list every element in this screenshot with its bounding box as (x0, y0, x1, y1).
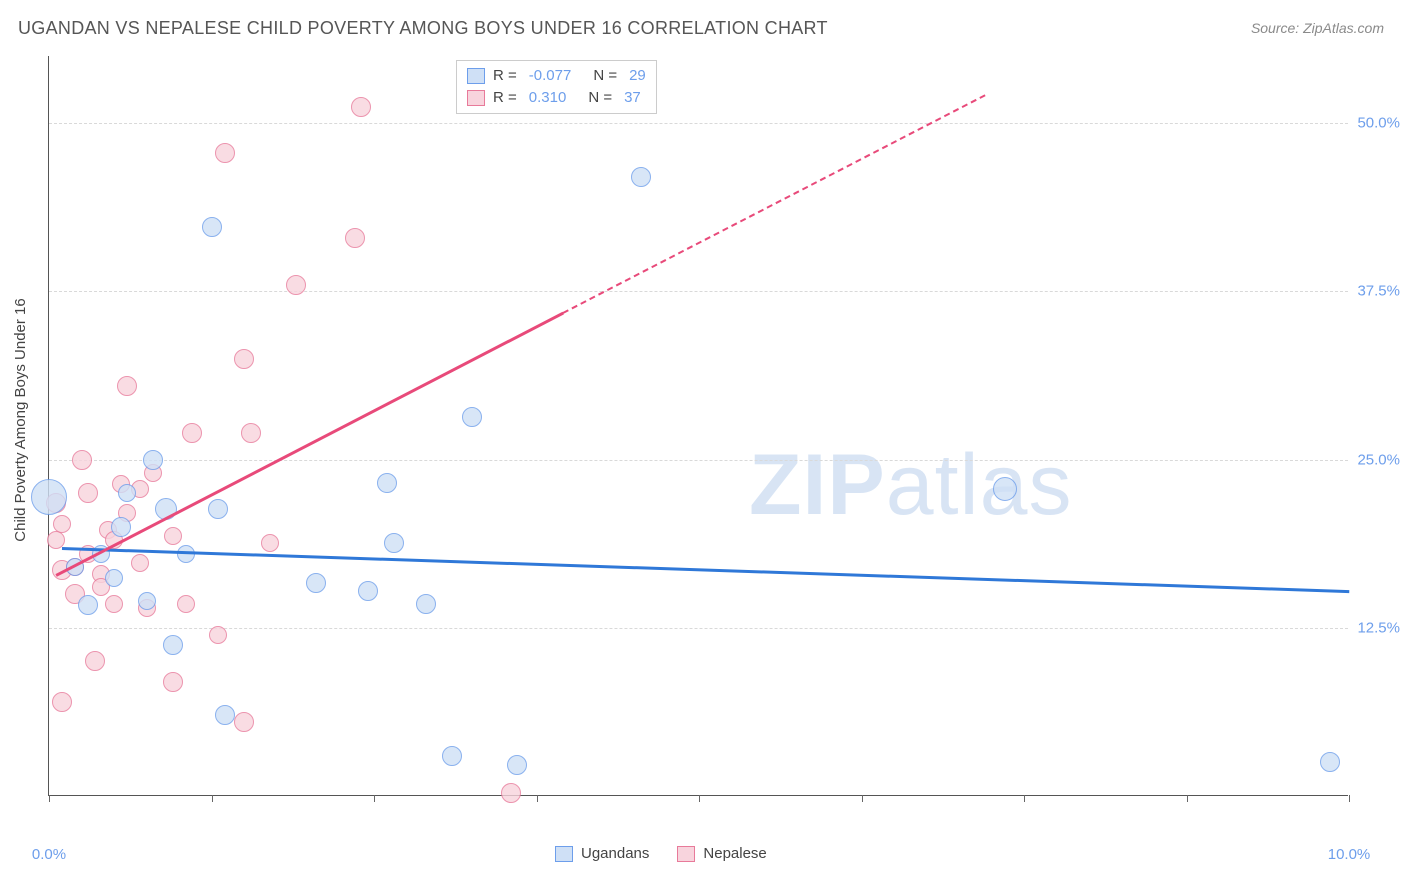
trend-line (55, 312, 563, 577)
x-tick (1187, 795, 1188, 802)
scatter-point (163, 672, 183, 692)
x-tick (1349, 795, 1350, 802)
scatter-point (416, 594, 436, 614)
y-tick-label: 25.0% (1357, 451, 1400, 468)
gridline (49, 628, 1348, 629)
scatter-point (501, 783, 521, 803)
legend-series: Ugandans Nepalese (555, 845, 767, 862)
scatter-point (208, 499, 228, 519)
scatter-point (164, 527, 182, 545)
scatter-point (111, 517, 131, 537)
scatter-point (131, 554, 149, 572)
x-tick (212, 795, 213, 802)
scatter-point (117, 376, 137, 396)
swatch-ugandans (467, 68, 485, 84)
source-label: Source: ZipAtlas.com (1251, 20, 1384, 36)
legend-stats: R = -0.077 N = 29 R = 0.310 N = 37 (456, 60, 657, 114)
scatter-point (53, 515, 71, 533)
trend-line (562, 94, 985, 314)
swatch-ugandans (555, 846, 573, 862)
scatter-point (138, 592, 156, 610)
swatch-nepalese (467, 90, 485, 106)
trend-line (62, 547, 1349, 593)
scatter-point (209, 626, 227, 644)
scatter-point (442, 746, 462, 766)
legend-row-nepalese: R = 0.310 N = 37 (467, 87, 646, 109)
scatter-point (507, 755, 527, 775)
x-tick-label: 0.0% (32, 846, 66, 863)
gridline (49, 460, 1348, 461)
scatter-point (377, 473, 397, 493)
chart: UGANDAN VS NEPALESE CHILD POVERTY AMONG … (0, 0, 1406, 892)
scatter-point (163, 635, 183, 655)
legend-row-ugandans: R = -0.077 N = 29 (467, 65, 646, 87)
scatter-point (462, 407, 482, 427)
scatter-point (143, 450, 163, 470)
legend-item-ugandans: Ugandans (555, 845, 649, 862)
scatter-point (182, 423, 202, 443)
scatter-point (306, 573, 326, 593)
y-tick-label: 12.5% (1357, 619, 1400, 636)
legend-item-nepalese: Nepalese (677, 845, 766, 862)
scatter-point (261, 534, 279, 552)
chart-title: UGANDAN VS NEPALESE CHILD POVERTY AMONG … (18, 18, 828, 39)
scatter-point (345, 228, 365, 248)
plot-area: ZIPatlas 12.5%25.0%37.5%50.0%0.0%10.0% (48, 56, 1348, 796)
scatter-point (384, 533, 404, 553)
scatter-point (351, 97, 371, 117)
x-tick (374, 795, 375, 802)
x-tick (49, 795, 50, 802)
y-axis-label: Child Poverty Among Boys Under 16 (12, 298, 29, 541)
scatter-point (105, 569, 123, 587)
scatter-point (234, 349, 254, 369)
x-tick-label: 10.0% (1328, 846, 1371, 863)
scatter-point (202, 217, 222, 237)
scatter-point (358, 581, 378, 601)
x-tick (1024, 795, 1025, 802)
scatter-point (215, 705, 235, 725)
scatter-point (993, 477, 1017, 501)
scatter-point (52, 692, 72, 712)
scatter-point (105, 595, 123, 613)
x-tick (699, 795, 700, 802)
x-tick (862, 795, 863, 802)
watermark: ZIPatlas (749, 436, 1072, 535)
scatter-point (78, 483, 98, 503)
x-tick (537, 795, 538, 802)
gridline (49, 123, 1348, 124)
scatter-point (234, 712, 254, 732)
gridline (49, 291, 1348, 292)
swatch-nepalese (677, 846, 695, 862)
scatter-point (85, 651, 105, 671)
scatter-point (215, 143, 235, 163)
scatter-point (31, 479, 67, 515)
scatter-point (78, 595, 98, 615)
scatter-point (241, 423, 261, 443)
scatter-point (631, 167, 651, 187)
scatter-point (118, 484, 136, 502)
scatter-point (177, 595, 195, 613)
y-tick-label: 37.5% (1357, 283, 1400, 300)
scatter-point (72, 450, 92, 470)
scatter-point (1320, 752, 1340, 772)
scatter-point (286, 275, 306, 295)
y-tick-label: 50.0% (1357, 115, 1400, 132)
